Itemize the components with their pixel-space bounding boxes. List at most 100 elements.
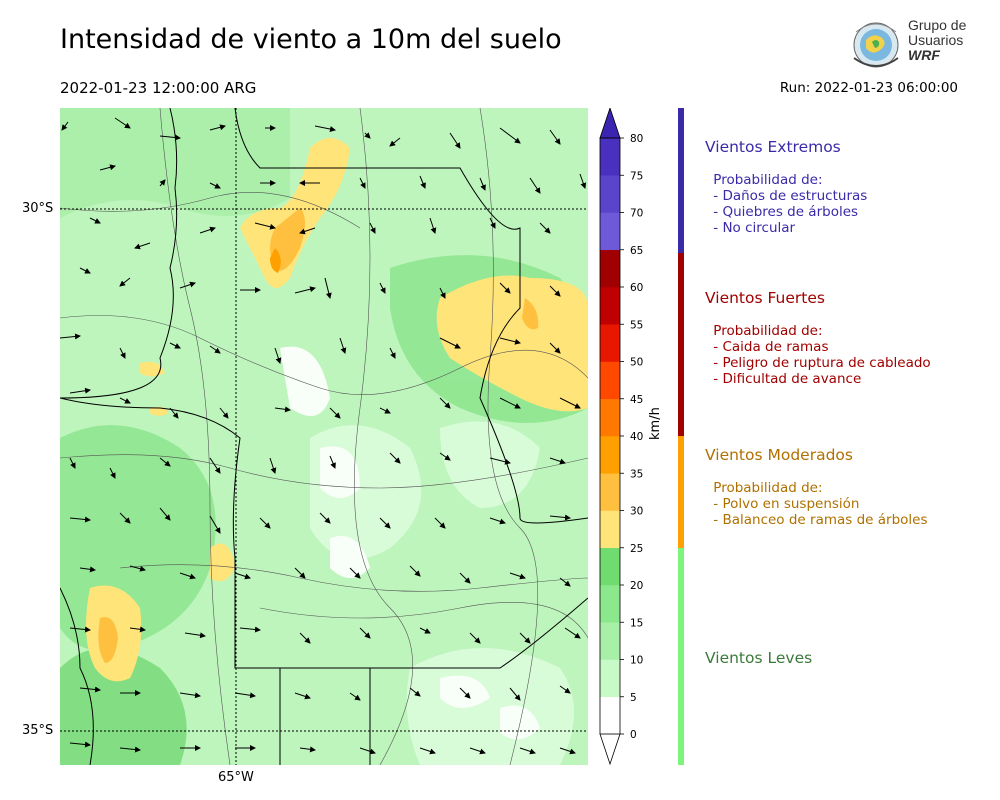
wind-arrow bbox=[294, 692, 311, 700]
wind-arrow bbox=[379, 282, 386, 294]
colorbar-tick-label: 40 bbox=[630, 431, 643, 443]
wind-arrow bbox=[379, 517, 391, 529]
wind-arrow bbox=[439, 337, 461, 349]
colorbar-segment bbox=[600, 287, 620, 325]
wind-arrow bbox=[299, 227, 316, 235]
wind-arrow bbox=[60, 333, 81, 340]
wind-arrow bbox=[439, 287, 446, 299]
colorbar-unit: km/h bbox=[648, 407, 663, 440]
wind-arrow bbox=[339, 337, 347, 354]
wind-arrow bbox=[519, 747, 536, 755]
wind-arrow bbox=[234, 692, 256, 699]
logo-line2: Usuarios bbox=[908, 32, 964, 48]
colorbar-tick-label: 30 bbox=[630, 506, 643, 518]
wind-arrow bbox=[179, 281, 196, 289]
wind-arrow bbox=[529, 177, 541, 194]
wind-arrow bbox=[129, 565, 146, 572]
wind-arrow bbox=[119, 512, 131, 524]
wind-arrow bbox=[359, 177, 366, 189]
colorbar-segment bbox=[600, 659, 620, 698]
legend-bar-moderados bbox=[678, 436, 684, 548]
colorbar-tick-label: 35 bbox=[630, 468, 643, 480]
wind-arrow bbox=[489, 217, 496, 229]
wind-arrow bbox=[69, 516, 91, 523]
wind-arrow bbox=[119, 397, 131, 404]
wind-arrow bbox=[549, 457, 566, 465]
wind-arrow bbox=[519, 632, 531, 644]
wind-arrow bbox=[564, 627, 581, 639]
wind-arrow bbox=[364, 132, 371, 139]
wind-arrow bbox=[449, 132, 461, 149]
wind-arrow bbox=[389, 347, 396, 359]
colorbar-tick-label: 70 bbox=[630, 208, 643, 220]
globe-logo-icon bbox=[853, 22, 899, 68]
wind-arrow bbox=[419, 627, 431, 634]
wind-arrow bbox=[274, 406, 291, 413]
wind-arrow bbox=[159, 507, 171, 521]
wind-arrow bbox=[69, 387, 91, 394]
wind-arrow bbox=[499, 397, 521, 409]
colorbar: 0 5 10 15 20 25 30 35 40 45 50 55 60 65 70 75 80 bbox=[599, 108, 643, 766]
wind-arrow bbox=[379, 407, 391, 414]
legend-body-moderados: Probabilidad de: - Polvo en suspensión -… bbox=[713, 480, 928, 528]
colorbar-segment bbox=[600, 361, 620, 400]
wind-arrow bbox=[209, 124, 226, 131]
wind-map bbox=[60, 108, 588, 765]
wind-arrow bbox=[209, 182, 221, 189]
wind-arrow bbox=[89, 217, 101, 224]
wind-arrow bbox=[439, 452, 451, 461]
colorbar-tick-label: 50 bbox=[630, 357, 643, 369]
colorbar-tick-label: 5 bbox=[630, 692, 637, 704]
colorbar-tick-label: 0 bbox=[630, 729, 637, 741]
wind-arrow bbox=[69, 741, 91, 748]
wind-arrow bbox=[359, 627, 371, 639]
colorbar-segment bbox=[600, 473, 620, 511]
wind-arrow bbox=[79, 267, 91, 274]
wind-arrow bbox=[159, 179, 166, 187]
legend-body-extremos: Probabilidad de: - Daños de estructuras … bbox=[713, 172, 868, 236]
wind-arrow bbox=[429, 217, 437, 234]
legend-title-moderados: Vientos Moderados bbox=[705, 446, 853, 464]
wind-arrow bbox=[579, 173, 587, 189]
wind-arrow bbox=[509, 572, 526, 580]
wind-arrow bbox=[469, 747, 486, 755]
wind-arrow bbox=[479, 177, 486, 191]
wind-arrow bbox=[169, 342, 181, 349]
colorbar-tick-label: 15 bbox=[630, 617, 643, 629]
colorbar-segment bbox=[600, 175, 620, 213]
wind-arrow bbox=[489, 517, 506, 525]
colorbar-segment bbox=[600, 436, 620, 474]
colorbar-segment bbox=[600, 212, 620, 251]
wind-arrow bbox=[459, 687, 471, 699]
wind-arrow bbox=[169, 407, 179, 419]
wind-arrow bbox=[69, 457, 76, 469]
wind-arrow bbox=[184, 632, 206, 639]
colorbar-extend-high bbox=[599, 108, 621, 139]
wind-arrow bbox=[499, 282, 511, 294]
lon-label-65w: 65°W bbox=[218, 770, 254, 785]
wind-arrow bbox=[559, 577, 571, 587]
wind-arrow bbox=[61, 121, 69, 131]
wind-arrow bbox=[499, 127, 521, 144]
wind-arrow bbox=[549, 129, 561, 145]
wind-arrow bbox=[159, 457, 171, 467]
wind-arrow bbox=[109, 467, 116, 479]
legend-bar-fuertes bbox=[678, 253, 684, 436]
wind-arrow bbox=[129, 626, 146, 633]
wind-arrow bbox=[349, 567, 361, 579]
colorbar-segment bbox=[600, 324, 620, 362]
legend-title-fuertes: Vientos Fuertes bbox=[705, 289, 825, 307]
wind-arrow bbox=[239, 626, 261, 633]
wind-arrow bbox=[499, 337, 521, 345]
wind-arrow bbox=[209, 457, 221, 474]
colorbar-segment bbox=[600, 547, 620, 586]
colorbar-segment bbox=[600, 249, 620, 288]
province-borders bbox=[60, 108, 588, 765]
legend-bar-leves bbox=[678, 548, 684, 765]
wind-arrow bbox=[489, 457, 511, 465]
legend-title-leves: Vientos Leves bbox=[705, 649, 813, 667]
wind-arrow bbox=[299, 632, 311, 644]
wind-arrow bbox=[409, 687, 421, 697]
wind-arrow bbox=[79, 566, 96, 573]
wind-arrow bbox=[99, 164, 116, 171]
